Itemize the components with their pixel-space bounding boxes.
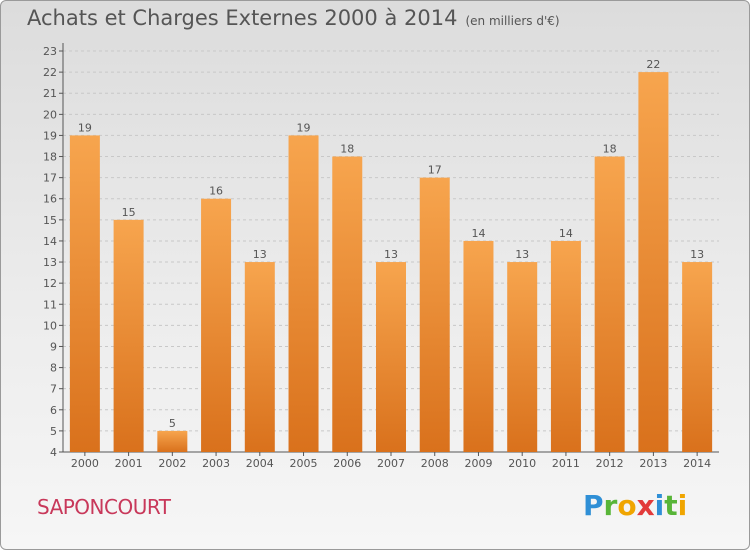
y-tick-label: 13 — [43, 256, 57, 269]
y-tick-label: 16 — [43, 193, 57, 206]
y-tick-label: 18 — [43, 151, 57, 164]
y-tick-label: 6 — [50, 404, 57, 417]
x-tick-label: 2002 — [158, 457, 186, 470]
chart-subtitle: (en milliers d'€) — [465, 14, 560, 28]
x-tick-label: 2000 — [71, 457, 99, 470]
bar — [419, 177, 450, 452]
data-label: 19 — [78, 121, 92, 134]
bar — [638, 72, 669, 453]
logo-letter: r — [603, 489, 618, 522]
y-tick-label: 15 — [43, 214, 57, 227]
logo-letter: t — [664, 489, 678, 522]
x-tick-label: 2003 — [202, 457, 230, 470]
y-tick-label: 8 — [50, 362, 57, 375]
y-tick-label: 19 — [43, 129, 57, 142]
chart-title: Achats et Charges Externes 2000 à 2014 (e… — [27, 6, 560, 30]
logo-letter: i — [654, 489, 665, 522]
bars — [69, 72, 713, 453]
bar — [113, 219, 144, 452]
y-tick-label: 5 — [50, 425, 57, 438]
bar — [69, 135, 100, 452]
chart-title-text: Achats et Charges Externes 2000 à 2014 — [27, 6, 458, 30]
x-tick-label: 2005 — [290, 457, 318, 470]
proxiti-logo: Proxiti — [583, 489, 687, 522]
x-tick-label: 2012 — [596, 457, 624, 470]
bar — [332, 156, 363, 453]
bar — [550, 240, 581, 452]
data-label: 5 — [169, 417, 176, 430]
data-label: 14 — [559, 227, 573, 240]
bar — [376, 262, 406, 452]
y-tick-label: 9 — [50, 340, 57, 353]
x-tick-label: 2011 — [552, 457, 580, 470]
y-tick-label: 20 — [43, 108, 57, 121]
x-tick-label: 2010 — [508, 457, 536, 470]
data-label: 13 — [384, 248, 398, 261]
y-tick-label: 17 — [43, 172, 57, 185]
data-label: 18 — [603, 143, 617, 156]
x-tick-label: 2006 — [333, 457, 361, 470]
bar — [244, 262, 275, 452]
y-tick-label: 14 — [43, 235, 57, 248]
data-label: 22 — [646, 58, 660, 71]
y-tick-label: 22 — [43, 66, 57, 79]
data-label: 13 — [253, 248, 267, 261]
data-label: 17 — [428, 164, 442, 177]
data-label: 13 — [690, 248, 704, 261]
bar — [463, 240, 494, 452]
data-label: 18 — [340, 143, 354, 156]
logo-letter: x — [636, 489, 655, 522]
bar — [507, 262, 538, 452]
y-tick-label: 12 — [43, 277, 57, 290]
logo-letter: P — [583, 489, 604, 522]
data-label: 15 — [122, 206, 136, 219]
x-tick-label: 2007 — [377, 457, 405, 470]
data-label: 14 — [471, 227, 485, 240]
bar — [682, 262, 713, 452]
x-tick-label: 2009 — [464, 457, 492, 470]
x-tick-label: 2008 — [421, 457, 449, 470]
bar — [201, 198, 232, 452]
commune-name: SAPONCOURT — [37, 495, 171, 519]
x-tick-label: 2004 — [246, 457, 274, 470]
y-tick-label: 11 — [43, 298, 57, 311]
bar — [157, 430, 188, 452]
y-tick-label: 21 — [43, 87, 57, 100]
bar — [288, 135, 319, 452]
logo-letter: o — [617, 489, 637, 522]
data-label: 16 — [209, 185, 223, 198]
data-label: 13 — [515, 248, 529, 261]
x-tick-label: 2014 — [683, 457, 711, 470]
y-tick-label: 23 — [43, 45, 57, 58]
bar — [594, 156, 625, 453]
x-tick-label: 2001 — [115, 457, 143, 470]
data-label: 19 — [297, 121, 311, 134]
y-tick-label: 7 — [50, 383, 57, 396]
y-tick-label: 10 — [43, 319, 57, 332]
logo-letter: i — [677, 489, 688, 522]
y-tick-label: 4 — [50, 446, 57, 459]
labels: 4 5 6 7 8 9 10 11 12 13 14 15 16 17 18 19 20 21 22 23 19 2000… — [43, 45, 711, 470]
x-tick-label: 2013 — [639, 457, 667, 470]
